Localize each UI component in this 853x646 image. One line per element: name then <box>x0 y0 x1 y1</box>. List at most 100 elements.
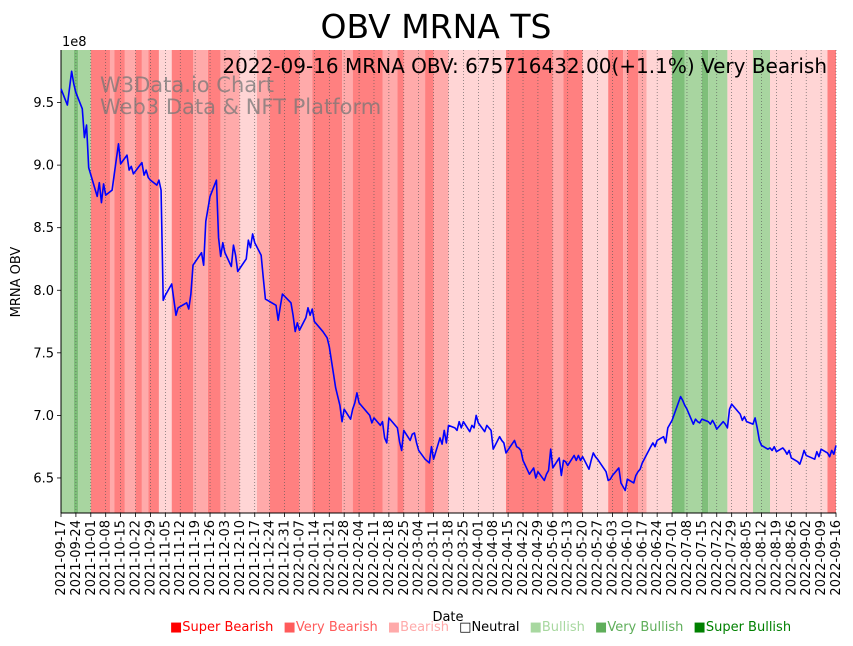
sentiment-band <box>299 50 313 513</box>
x-tick-label: 2021-12-31 <box>278 520 293 596</box>
legend-swatch: ■ <box>595 620 608 635</box>
x-tick-label: 2022-02-04 <box>352 520 367 596</box>
x-tick-label: 2022-03-25 <box>456 520 471 596</box>
y-tick-label: 7.5 <box>33 346 54 361</box>
x-tick-label: 2021-10-08 <box>99 520 114 596</box>
x-tick-label: 2022-06-10 <box>620 520 635 596</box>
legend-swatch: ■ <box>693 620 706 635</box>
sentiment-band <box>135 50 142 513</box>
y-offset-label: 1e8 <box>62 35 87 50</box>
x-tick-label: 2022-06-03 <box>605 520 620 596</box>
x-tick-label: 2021-12-10 <box>233 520 248 596</box>
sentiment-band <box>646 50 673 513</box>
legend-swatch: □ <box>459 620 472 635</box>
sentiment-band <box>124 50 136 513</box>
x-tick-label: 2022-08-19 <box>769 520 784 596</box>
sentiment-band <box>397 50 404 513</box>
y-tick-label: 8.5 <box>33 221 54 236</box>
sentiment-band <box>627 50 638 513</box>
x-tick-label: 2022-07-29 <box>725 520 740 596</box>
legend-item-super-bearish: ■Super Bearish <box>170 620 274 635</box>
x-tick-label: 2022-02-18 <box>382 520 397 596</box>
chart-title: OBV MRNA TS <box>321 7 552 46</box>
x-tick-label: 2022-04-29 <box>531 520 546 596</box>
legend-swatch: ■ <box>170 620 183 635</box>
x-tick-label: 2021-12-17 <box>248 520 263 596</box>
x-tick-label: 2021-11-19 <box>188 520 203 596</box>
legend-item-bearish: ■Bearish <box>387 620 450 635</box>
x-tick-label: 2022-04-22 <box>516 520 531 596</box>
legend-swatch: ■ <box>529 620 542 635</box>
x-tick-label: 2021-10-15 <box>114 520 129 596</box>
x-tick-label: 2022-07-08 <box>680 520 695 596</box>
legend-item-neutral: □Neutral <box>459 620 520 635</box>
sentiment-band <box>708 50 728 513</box>
x-tick-label: 2022-07-22 <box>710 520 725 596</box>
x-tick-label: 2021-10-01 <box>84 520 99 596</box>
x-tick-label: 2022-01-07 <box>292 520 307 596</box>
x-tick-label: 2022-08-12 <box>754 520 769 596</box>
x-tick-label: 2022-09-02 <box>799 520 814 596</box>
sentiment-band <box>448 50 506 513</box>
sentiment-band <box>148 50 159 513</box>
sentiment-band <box>701 50 709 513</box>
legend-item-super-bullish: ■Super Bullish <box>693 620 792 635</box>
x-tick-label: 2021-09-17 <box>54 520 69 596</box>
x-tick-label: 2022-05-27 <box>591 520 606 596</box>
sentiment-band <box>109 50 115 513</box>
sentiment-band <box>342 50 353 513</box>
sentiment-band <box>403 50 426 513</box>
legend-swatch: ■ <box>283 620 296 635</box>
sentiment-band <box>563 50 583 513</box>
x-tick-label: 2022-09-16 <box>829 520 844 596</box>
x-tick-label: 2021-12-24 <box>263 520 278 596</box>
sentiment-band <box>352 50 383 513</box>
legend-item-bullish: ■Bullish <box>529 620 585 635</box>
sentiment-band <box>171 50 194 513</box>
sentiment-band <box>78 50 91 513</box>
sentiment-band <box>827 50 836 513</box>
obv-series-line <box>60 70 837 492</box>
x-tick-label: 2022-08-05 <box>740 520 755 596</box>
sentiment-band <box>433 50 449 513</box>
y-tick-label: 9.5 <box>33 96 54 111</box>
legend-item-very-bullish: ■Very Bullish <box>595 620 684 635</box>
x-tick-label: 2022-05-20 <box>576 520 591 596</box>
x-tick-label: 2021-11-12 <box>173 520 188 596</box>
sentiment-band <box>114 50 125 513</box>
x-tick-label: 2022-08-26 <box>784 520 799 596</box>
sentiment-band <box>239 50 257 513</box>
sentiment-band <box>623 50 628 513</box>
x-tick-label: 2022-01-28 <box>337 520 352 596</box>
x-tick-label: 2022-03-11 <box>427 520 442 596</box>
sentiment-band <box>684 50 702 513</box>
y-tick-label: 6.5 <box>33 471 54 486</box>
x-tick-label: 2022-03-04 <box>412 520 427 596</box>
sentiment-band <box>193 50 208 513</box>
x-tick-label: 2022-01-21 <box>322 520 337 596</box>
sentiment-band <box>141 50 149 513</box>
watermark-line-2: Web3 Data & NFT Platform <box>100 95 381 119</box>
x-tick-label: 2022-03-18 <box>442 520 457 596</box>
x-tick-label: 2022-09-09 <box>814 520 829 596</box>
x-tick-label: 2022-05-13 <box>561 520 576 596</box>
x-tick-label: 2022-01-14 <box>307 520 322 596</box>
chart-annotation: 2022-09-16 MRNA OBV: 675716432.00(+1.1%)… <box>222 54 827 78</box>
sentiment-band <box>552 50 564 513</box>
y-tick-label: 9.0 <box>33 159 54 174</box>
legend-swatch: ■ <box>387 620 401 635</box>
x-tick-label: 2021-11-26 <box>203 520 218 596</box>
x-tick-label: 2022-06-17 <box>635 520 650 596</box>
x-axis-label: Date <box>432 610 463 625</box>
legend: ■Super Bearish ■Very Bearish ■Bearish □N… <box>170 620 797 635</box>
sentiment-band <box>608 50 624 513</box>
sentiment-band <box>382 50 398 513</box>
x-tick-label: 2022-05-06 <box>546 520 561 596</box>
x-tick-label: 2022-04-15 <box>501 520 516 596</box>
x-tick-label: 2022-04-08 <box>486 520 501 596</box>
y-tick-label: 8.0 <box>33 284 54 299</box>
sentiment-band <box>727 50 753 513</box>
sentiment-band <box>220 50 240 513</box>
sentiment-band <box>207 50 221 513</box>
sentiment-band <box>312 50 343 513</box>
